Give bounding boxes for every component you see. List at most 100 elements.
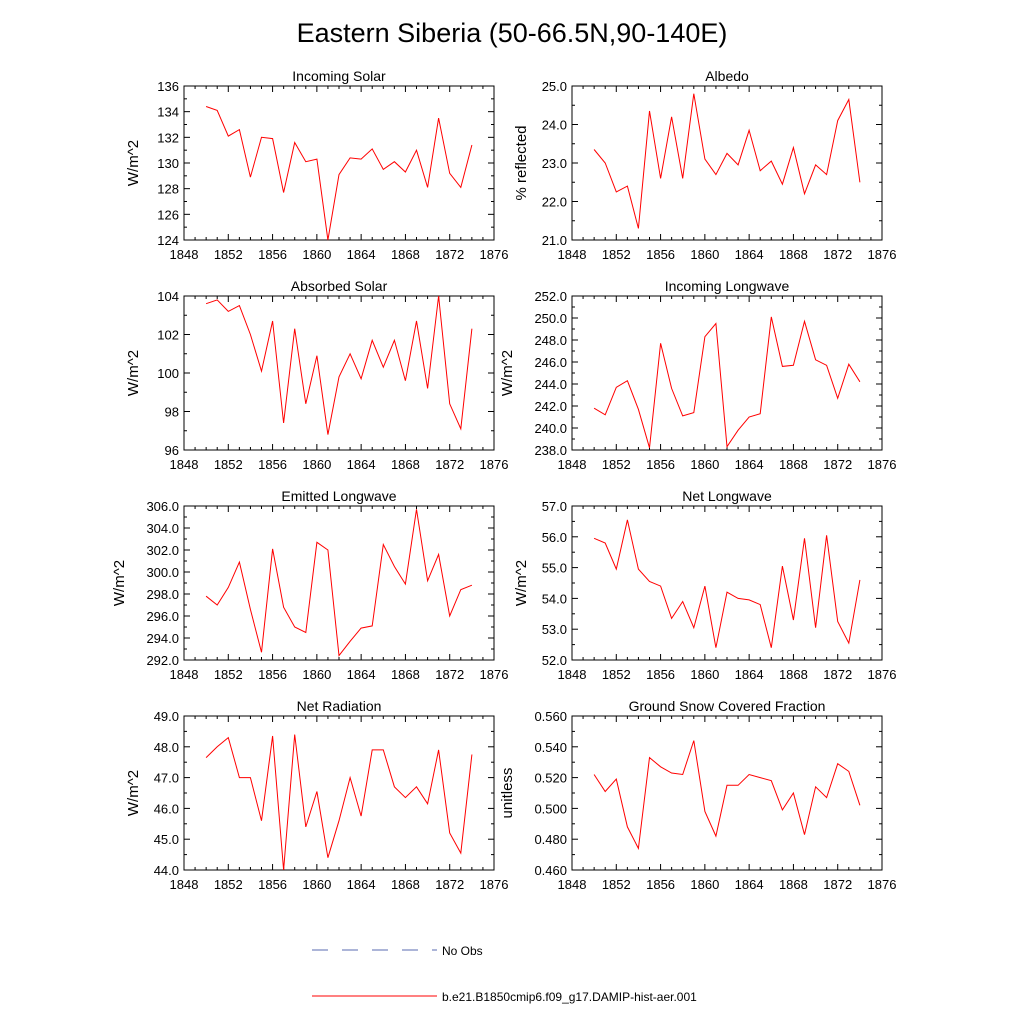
y-tick-label: 296.0 (146, 609, 179, 624)
y-tick-label: 47.0 (154, 771, 179, 786)
panel-title: Net Radiation (297, 698, 382, 714)
y-tick-label: 0.560 (534, 709, 567, 724)
x-tick-label: 1872 (435, 877, 464, 892)
y-tick-label: 56.0 (542, 530, 567, 545)
y-tick-label: 0.460 (534, 863, 567, 878)
y-axis-label: W/m^2 (513, 560, 530, 606)
y-tick-label: 292.0 (146, 653, 179, 668)
x-tick-label: 1876 (480, 667, 509, 682)
x-tick-label: 1860 (302, 667, 331, 682)
x-tick-label: 1872 (435, 667, 464, 682)
x-tick-label: 1856 (258, 247, 287, 262)
y-tick-label: 25.0 (542, 79, 567, 94)
x-tick-label: 1860 (302, 457, 331, 472)
plot-frame (183, 715, 495, 871)
y-tick-label: 46.0 (154, 801, 179, 816)
y-axis-label: W/m^2 (111, 560, 128, 606)
x-tick-label: 1868 (779, 877, 808, 892)
y-tick-label: 0.500 (534, 801, 567, 816)
y-tick-label: 0.540 (534, 740, 567, 755)
series-line-absorbed-solar (205, 295, 473, 435)
panel-albedo: 1848 1852 1856 1860 1864 1868 1872 1876 21.0 22.0… (513, 68, 896, 262)
y-tick-label: 244.0 (534, 377, 567, 392)
panels: 1848 1852 1856 1860 1864 1868 1872 1876 124 126 12… (111, 68, 896, 892)
x-tick-label: 1868 (391, 247, 420, 262)
y-tick-label: 22.0 (542, 195, 567, 210)
y-tick-label: 49.0 (154, 709, 179, 724)
x-tick-label: 1860 (302, 247, 331, 262)
x-tick-label: 1848 (170, 247, 199, 262)
plot-frame (571, 505, 883, 661)
series-line-incoming-solar (205, 106, 473, 241)
x-tick-label: 1856 (258, 457, 287, 472)
x-tick-label: 1872 (435, 247, 464, 262)
y-tick-label: 24.0 (542, 118, 567, 133)
x-tick-label: 1860 (690, 667, 719, 682)
x-tick-label: 1860 (302, 877, 331, 892)
panel-absorbed-solar: 1848 1852 1856 1860 1864 1868 1872 1876 96 98 100 1… (125, 278, 508, 472)
y-tick-label: 132 (157, 130, 179, 145)
x-tick-label: 1876 (480, 247, 509, 262)
x-tick-label: 1876 (868, 247, 897, 262)
y-tick-label: 57.0 (542, 499, 567, 514)
x-tick-label: 1856 (646, 247, 675, 262)
x-tick-label: 1872 (823, 667, 852, 682)
y-tick-label: 52.0 (542, 653, 567, 668)
y-tick-label: 45.0 (154, 832, 179, 847)
x-tick-label: 1864 (347, 667, 376, 682)
series-line-ground-snow-covered-fraction (593, 740, 861, 851)
x-tick-label: 1872 (823, 877, 852, 892)
panel-title: Incoming Longwave (665, 278, 790, 294)
y-tick-label: 53.0 (542, 622, 567, 637)
x-tick-label: 1852 (214, 457, 243, 472)
y-tick-label: 126 (157, 207, 179, 222)
series-line-net-radiation (205, 734, 473, 871)
series-line-incoming-longwave (593, 316, 861, 449)
y-tick-label: 96 (165, 443, 179, 458)
x-tick-label: 1848 (558, 247, 587, 262)
series-line-emitted-longwave (205, 509, 473, 657)
x-tick-label: 1864 (735, 667, 764, 682)
panel-title: Absorbed Solar (291, 278, 388, 294)
y-tick-label: 238.0 (534, 443, 567, 458)
x-tick-label: 1868 (391, 667, 420, 682)
x-tick-label: 1868 (779, 457, 808, 472)
panel-title: Ground Snow Covered Fraction (629, 698, 826, 714)
panel-title: Incoming Solar (292, 68, 386, 84)
x-tick-label: 1868 (391, 877, 420, 892)
y-axis-label: W/m^2 (125, 350, 142, 396)
x-tick-label: 1864 (347, 457, 376, 472)
y-tick-label: 246.0 (534, 355, 567, 370)
panel-incoming-longwave: 1848 1852 1856 1860 1864 1868 1872 1876 238.0 240… (499, 278, 896, 472)
y-tick-label: 23.0 (542, 156, 567, 171)
y-tick-label: 124 (157, 233, 179, 248)
y-axis-label: W/m^2 (499, 350, 516, 396)
x-tick-label: 1860 (690, 877, 719, 892)
x-tick-label: 1848 (170, 877, 199, 892)
figure-title: Eastern Siberia (50-66.5N,90-140E) (297, 18, 728, 48)
y-tick-label: 298.0 (146, 587, 179, 602)
y-tick-label: 104 (157, 289, 179, 304)
y-tick-label: 304.0 (146, 521, 179, 536)
plot-frame (571, 85, 883, 241)
y-tick-label: 250.0 (534, 311, 567, 326)
x-tick-label: 1860 (690, 457, 719, 472)
y-tick-label: 98 (165, 405, 179, 420)
x-tick-label: 1856 (258, 877, 287, 892)
y-tick-label: 252.0 (534, 289, 567, 304)
x-tick-label: 1848 (170, 457, 199, 472)
x-tick-label: 1872 (823, 247, 852, 262)
x-tick-label: 1872 (823, 457, 852, 472)
y-tick-label: 302.0 (146, 543, 179, 558)
x-tick-label: 1876 (868, 667, 897, 682)
x-tick-label: 1856 (646, 457, 675, 472)
x-tick-label: 1876 (480, 457, 509, 472)
y-tick-label: 134 (157, 105, 179, 120)
y-tick-label: 130 (157, 156, 179, 171)
x-tick-label: 1876 (868, 877, 897, 892)
series-line-albedo (593, 93, 861, 229)
y-axis-label: W/m^2 (125, 140, 142, 186)
panel-emitted-longwave: 1848 1852 1856 1860 1864 1868 1872 1876 292.0 294… (111, 488, 508, 682)
panel-title: Net Longwave (682, 488, 772, 504)
